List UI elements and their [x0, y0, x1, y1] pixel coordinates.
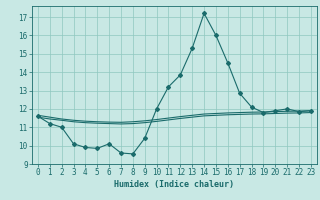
- X-axis label: Humidex (Indice chaleur): Humidex (Indice chaleur): [115, 180, 234, 189]
